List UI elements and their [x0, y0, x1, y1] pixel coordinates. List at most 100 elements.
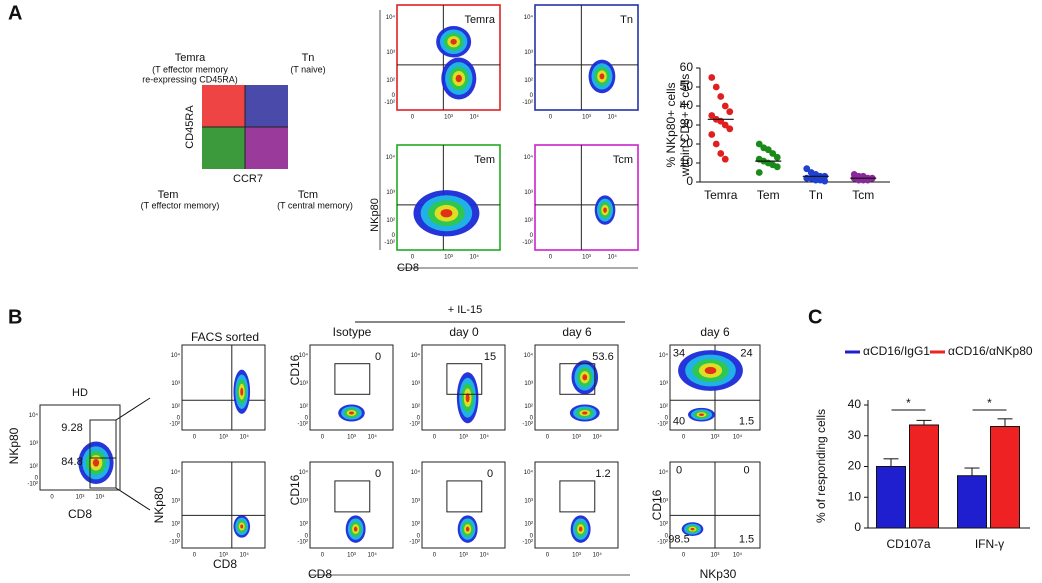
point	[717, 150, 725, 157]
tick-label: 10³	[582, 115, 591, 121]
tick-label: 10⁴	[733, 552, 743, 559]
point	[721, 102, 729, 110]
tick-label: 10²	[171, 521, 180, 527]
plot-frame	[181, 344, 266, 431]
tick-label: 0	[50, 495, 54, 501]
tick-label: 0	[549, 255, 553, 261]
tick-label: 10²	[299, 404, 308, 410]
tick-label: 10⁴	[608, 254, 618, 261]
tick-label: 10⁴	[608, 114, 618, 121]
tick-label: 10³	[386, 190, 395, 196]
tick-label: 10³	[347, 435, 356, 441]
tick-label: 10³	[524, 381, 533, 387]
tick-label: 10⁴	[386, 154, 396, 161]
tick-label: 10³	[572, 553, 581, 559]
label: re-expressing CD45RA)	[142, 74, 238, 84]
quadrant	[202, 85, 245, 127]
bar	[957, 475, 987, 529]
flow-plot	[309, 461, 394, 549]
label: NKp80	[152, 486, 166, 523]
label: 1.5	[739, 415, 754, 427]
line	[115, 397, 151, 421]
label: FACS sorted	[191, 330, 259, 344]
point	[708, 74, 716, 81]
y-tick-label: 20	[680, 136, 694, 150]
tick-label: 0	[417, 416, 421, 422]
label: 24	[740, 347, 752, 359]
point	[717, 93, 725, 100]
point	[726, 125, 734, 133]
x-tick-label: Tcm	[852, 188, 874, 202]
quadrant	[202, 127, 245, 169]
label: Temra	[175, 52, 206, 64]
tick-label: 10³	[299, 498, 308, 504]
tick-label: 10³	[76, 495, 85, 501]
tick-label: 10⁴	[593, 552, 603, 559]
tick-label: -10²	[409, 422, 420, 428]
tick-label: 10³	[299, 381, 308, 387]
x-tick-label: IFN-γ	[975, 537, 1004, 551]
tick-label: 0	[35, 476, 39, 482]
density	[582, 411, 588, 415]
tick-label: 10³	[582, 255, 591, 261]
label: + IL-15	[448, 304, 483, 316]
tick-label: -10²	[657, 422, 668, 428]
density	[582, 374, 588, 381]
label: CD16	[650, 489, 664, 520]
tick-label: 0	[549, 115, 553, 121]
tick-label: -10²	[522, 540, 533, 546]
flow-plot	[534, 344, 619, 431]
tick-label: 10⁴	[593, 434, 603, 441]
tick-label: -10²	[522, 422, 533, 428]
tick-label: 10⁴	[470, 254, 480, 261]
tick-label: 10³	[524, 50, 533, 56]
tick-label: -10²	[657, 540, 668, 546]
plot-frame	[181, 461, 266, 549]
tick-label: 0	[193, 435, 197, 441]
tick-label: 10²	[659, 521, 668, 527]
flow-plot	[39, 404, 121, 491]
label: 84.8	[61, 456, 82, 468]
tick-label: -10²	[169, 540, 180, 546]
tick-label: 10³	[411, 498, 420, 504]
tick-label: 0	[392, 93, 396, 99]
tick-label: 0	[665, 416, 669, 422]
bar	[909, 424, 939, 529]
tick-label: -10²	[409, 540, 420, 546]
tick-label: 10⁴	[240, 552, 250, 559]
tick-label: 10³	[459, 553, 468, 559]
point	[708, 112, 716, 119]
tick-label: 0	[530, 93, 534, 99]
label: Temra	[464, 14, 495, 26]
tick-label: 10⁴	[29, 412, 39, 419]
tick-label: 10³	[171, 498, 180, 504]
label: CD16	[288, 354, 302, 385]
tick-label: 10⁴	[411, 469, 421, 476]
density	[240, 387, 244, 396]
label: NKp80	[7, 427, 21, 464]
label: CD45RA	[184, 105, 196, 149]
density	[704, 366, 717, 375]
legend-label: αCD16/αNKp80	[948, 344, 1033, 358]
x-tick-label: Tem	[757, 188, 780, 202]
tick-label: 10⁴	[659, 469, 669, 476]
label: CD8	[397, 262, 419, 274]
label: 0	[743, 465, 749, 477]
tick-label: 0	[193, 553, 197, 559]
density	[465, 526, 470, 532]
tick-label: -10²	[169, 422, 180, 428]
tick-label: 10³	[711, 553, 720, 559]
tick-label: 10³	[219, 553, 228, 559]
plot-frame	[534, 144, 639, 251]
tick-label: 10⁴	[368, 552, 378, 559]
label: Tn	[620, 14, 633, 26]
flow-plot	[396, 144, 501, 251]
y-tick-label: 30	[680, 117, 694, 131]
label: NKp30	[700, 567, 737, 581]
flow-plot	[309, 344, 394, 431]
x-tick-label: Temra	[704, 188, 738, 202]
x-tick-label: CD107a	[886, 537, 930, 551]
tick-label: 10²	[524, 404, 533, 410]
tick-label: 10²	[299, 521, 308, 527]
point	[773, 163, 781, 171]
